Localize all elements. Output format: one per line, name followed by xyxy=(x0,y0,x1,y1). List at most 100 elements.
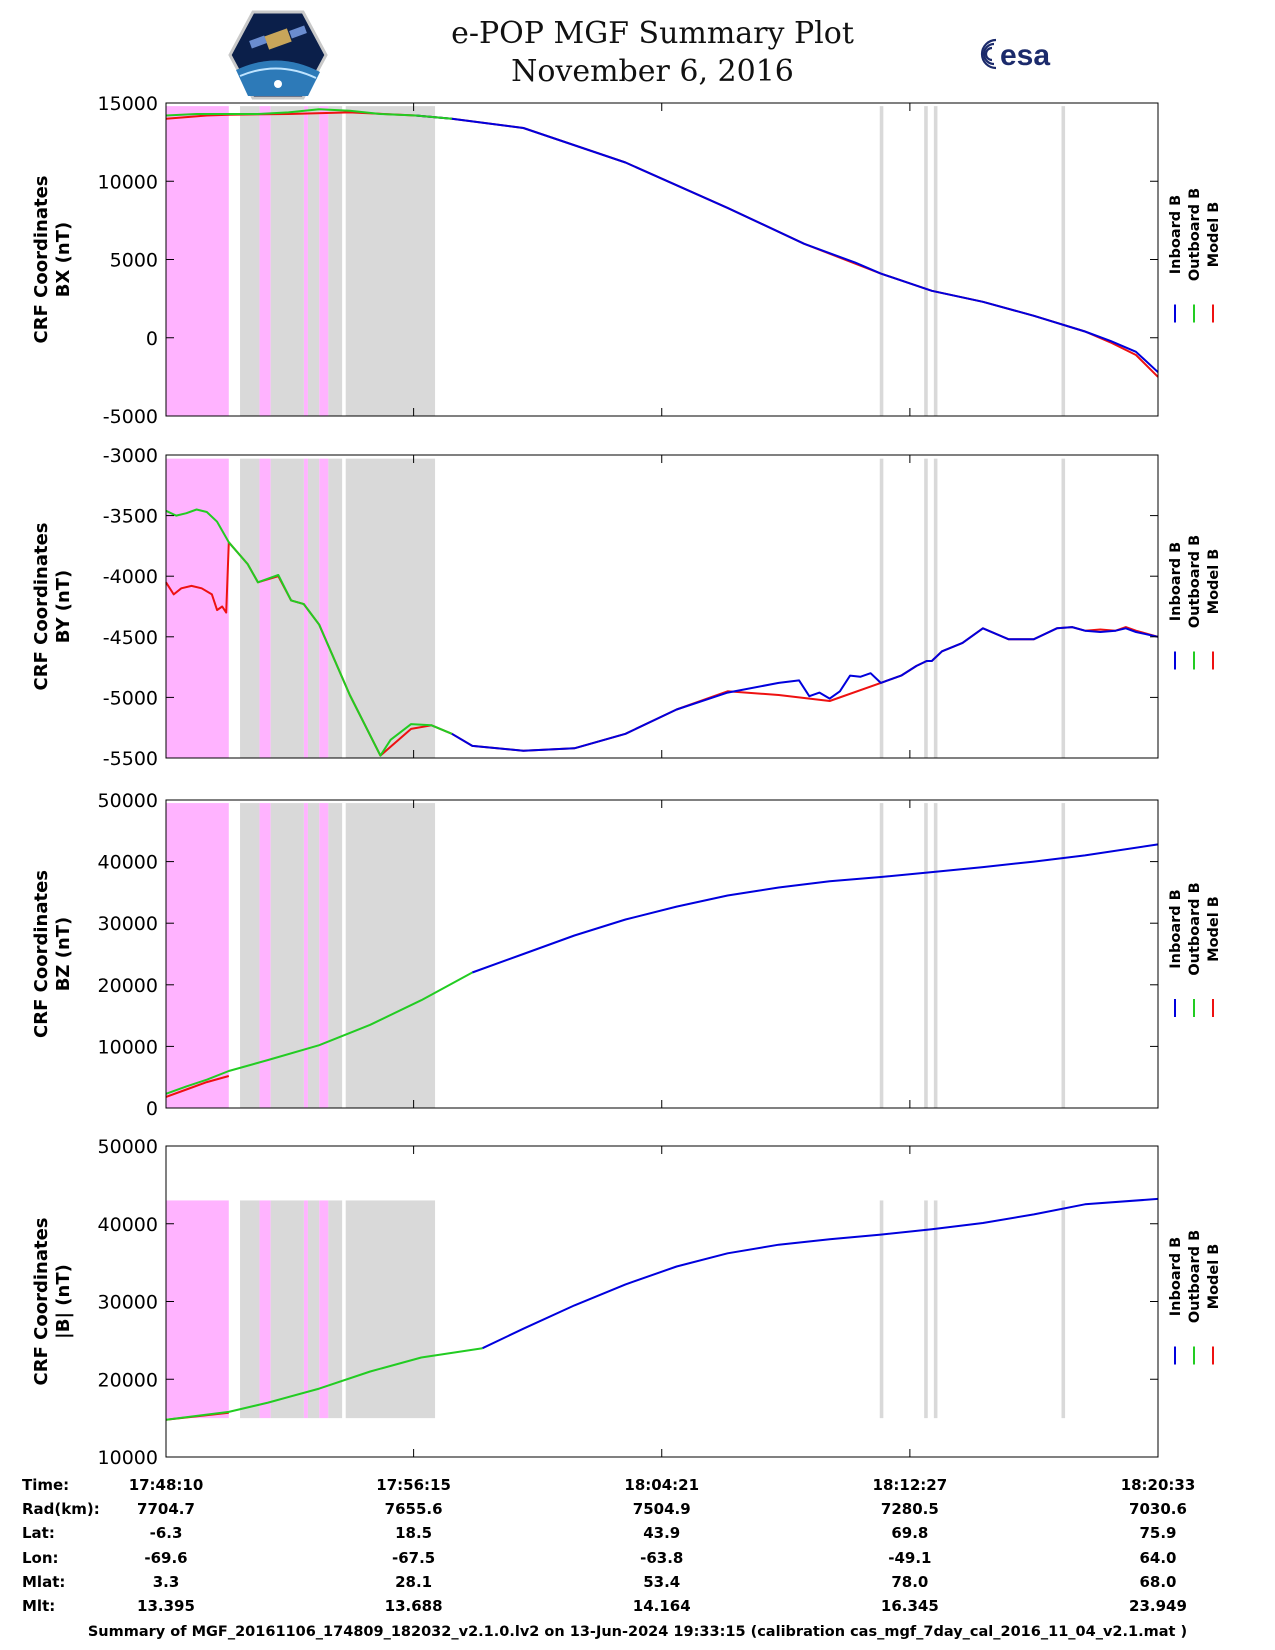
legend: Inboard B Outboard B Model B xyxy=(1168,535,1222,670)
gray-shaded-region xyxy=(1061,458,1066,758)
gray-shaded-region xyxy=(270,458,304,758)
pink-shaded-region xyxy=(303,106,308,416)
ephemeris-value: 3.3 xyxy=(152,1573,180,1591)
y-axis-label: CRF Coordinates|B| (nT) xyxy=(31,1218,74,1386)
gray-shaded-region xyxy=(307,1200,320,1419)
y-axis-label-line: CRF Coordinates xyxy=(31,870,52,1038)
gray-shaded-region xyxy=(879,1200,884,1419)
y-axis-label-line: CRF Coordinates xyxy=(31,523,52,691)
gray-shaded-region xyxy=(240,106,260,416)
ephemeris-value: 18:12:27 xyxy=(872,1476,948,1494)
gray-shaded-region xyxy=(345,803,436,1108)
gray-shaded-region xyxy=(1061,1200,1066,1419)
ephemeris-value: 7655.6 xyxy=(384,1500,443,1518)
gray-shaded-region xyxy=(924,458,928,758)
gray-shaded-region xyxy=(924,803,928,1108)
panel-by: -5500 -5000 -4500 -4000 -3500 -3000 CRF Coordi… xyxy=(31,445,1222,770)
y-axis-label-line: BZ (nT) xyxy=(53,917,74,992)
pink-shaded-region xyxy=(319,803,329,1108)
gray-shaded-region xyxy=(924,106,928,416)
gray-shaded-region xyxy=(933,458,938,758)
legend-label: Outboard B xyxy=(1187,1230,1203,1323)
panel-bx: -5000 0 5000 10000 15000 CRF CoordinatesBX (n… xyxy=(31,93,1222,428)
gray-shaded-region xyxy=(879,458,884,758)
series-outboard-b xyxy=(165,1347,483,1421)
pink-shaded-region xyxy=(259,106,271,416)
gray-shaded-region xyxy=(1061,803,1066,1108)
ephemeris-value: 18:20:33 xyxy=(1120,1476,1196,1494)
gray-shaded-region xyxy=(240,803,260,1108)
series-model-b xyxy=(165,1075,230,1098)
cassiope-mission-logo xyxy=(228,10,328,100)
legend-label: Model B xyxy=(1206,202,1222,268)
gray-shaded-region xyxy=(933,1200,938,1419)
esa-logo: esa xyxy=(980,38,1050,72)
ephemeris-value: 7504.9 xyxy=(632,1500,691,1518)
ephemeris-value: 18:04:21 xyxy=(624,1476,700,1494)
gray-shaded-region xyxy=(933,803,938,1108)
gray-shaded-region xyxy=(307,803,320,1108)
y-axis-label-line: BY (nT) xyxy=(53,570,74,644)
ephemeris-value: -63.8 xyxy=(640,1549,684,1567)
pink-shaded-region xyxy=(166,1200,229,1419)
legend-label: Model B xyxy=(1206,549,1222,615)
y-tick-label: 40000 xyxy=(98,1214,158,1236)
ephemeris-value: -49.1 xyxy=(888,1549,932,1567)
y-tick-label: 5000 xyxy=(110,250,158,272)
ephemeris-value: -6.3 xyxy=(149,1524,183,1542)
gray-shaded-region xyxy=(345,1200,436,1419)
y-tick-label: -4000 xyxy=(103,566,158,588)
ephemeris-value: 7030.6 xyxy=(1129,1500,1187,1518)
ephemeris-value: 13.395 xyxy=(137,1597,195,1615)
pink-shaded-region xyxy=(259,803,271,1108)
panel-bz: 0 10000 20000 30000 40000 50000 CRF Coordinate… xyxy=(31,790,1222,1120)
plot-title: e-POP MGF Summary Plot xyxy=(451,16,854,51)
gray-shaded-region xyxy=(345,458,436,758)
gray-shaded-region xyxy=(328,1200,343,1419)
series-outboard-b xyxy=(165,508,453,757)
ephemeris-value: 23.949 xyxy=(1129,1597,1187,1615)
ephemeris-value: 13.688 xyxy=(384,1597,443,1615)
footer-summary: Summary of MGF_20161106_174809_182032_v2… xyxy=(87,1624,1188,1640)
legend-label: Inboard B xyxy=(1168,542,1184,621)
ephemeris-value: 16.345 xyxy=(880,1597,939,1615)
pink-shaded-region xyxy=(166,106,229,416)
gray-shaded-region xyxy=(307,106,320,416)
gray-shaded-region xyxy=(879,803,884,1108)
y-axis-label-line: CRF Coordinates xyxy=(31,1218,52,1386)
y-tick-label: -4500 xyxy=(103,627,158,649)
y-tick-label: -5000 xyxy=(103,406,158,428)
y-axis-label: CRF CoordinatesBX (nT) xyxy=(31,176,74,344)
series-outboard-b xyxy=(165,971,473,1095)
gray-shaded-region xyxy=(270,106,304,416)
legend-label: Outboard B xyxy=(1187,882,1203,975)
y-tick-label: 0 xyxy=(146,328,158,350)
y-tick-label: 30000 xyxy=(98,913,158,935)
y-tick-label: 40000 xyxy=(98,852,158,874)
y-tick-label: 0 xyxy=(146,1098,158,1120)
y-tick-label: 20000 xyxy=(98,1369,158,1391)
y-axis-label: CRF CoordinatesBZ (nT) xyxy=(31,870,74,1038)
pink-shaded-region xyxy=(319,1200,329,1419)
y-tick-label: 10000 xyxy=(98,1036,158,1058)
legend: Inboard B Outboard B Model B xyxy=(1168,1230,1222,1365)
pink-shaded-region xyxy=(259,1200,271,1419)
ephemeris-value: 75.9 xyxy=(1139,1524,1177,1542)
legend-label: Inboard B xyxy=(1168,195,1184,274)
ephemeris-value: 7280.5 xyxy=(880,1500,939,1518)
gray-shaded-region xyxy=(328,106,343,416)
legend-label: Inboard B xyxy=(1168,1237,1184,1316)
ephemeris-row-label: Mlt: xyxy=(22,1597,56,1615)
legend-label: Model B xyxy=(1206,1244,1222,1310)
series-inboard-b xyxy=(471,843,1159,974)
legend-label: Outboard B xyxy=(1187,535,1203,628)
y-tick-label: -5000 xyxy=(103,687,158,709)
y-tick-label: -3500 xyxy=(103,506,158,528)
y-tick-label: 20000 xyxy=(98,975,158,997)
legend-label: Inboard B xyxy=(1168,889,1184,968)
ephemeris-row-label: Time: xyxy=(22,1476,70,1494)
pink-shaded-region xyxy=(319,106,329,416)
ephemeris-row-label: Mlat: xyxy=(22,1573,66,1591)
y-tick-label: -5500 xyxy=(103,748,158,770)
pink-shaded-region xyxy=(303,803,308,1108)
